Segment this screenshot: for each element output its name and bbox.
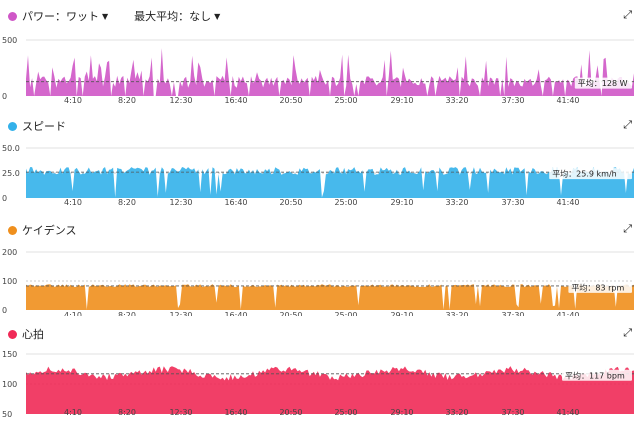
y-tick-label: 100	[2, 277, 17, 286]
y-tick-label: 500	[2, 36, 17, 45]
y-tick-label: 0	[2, 194, 7, 203]
cadence-color-dot	[8, 225, 17, 235]
speed-chart[interactable]: 平均：25.9 km/h 50.0 25.0 0 4:10 8:20 12:30 16:40 2…	[0, 136, 640, 210]
y-tick-label: 25.0	[2, 169, 20, 178]
average-label: 平均：83 rpm	[571, 282, 624, 292]
series-area	[26, 284, 634, 310]
y-tick-label: 200	[2, 248, 17, 257]
average-label: 平均：117 bpm	[565, 370, 625, 380]
chevron-down-icon: ▼	[214, 11, 221, 21]
x-tick-label: 20:50	[279, 408, 302, 417]
x-tick-label: 29:10	[390, 96, 413, 104]
x-tick-label: 33:20	[445, 96, 468, 104]
y-tick-label: 150	[2, 350, 17, 359]
x-tick-label: 20:50	[279, 96, 302, 104]
cadence-panel: ケイデンス ⤢ 平均：83 rpm 200 100 0 4:10 8:20 12:30 16:…	[0, 220, 640, 316]
x-tick-label: 29:10	[390, 311, 413, 316]
x-tick-label: 25:00	[334, 408, 357, 417]
x-tick-label: 4:10	[64, 311, 82, 316]
expand-icon[interactable]: ⤢	[623, 118, 632, 131]
x-tick-label: 37:30	[501, 408, 524, 417]
x-tick-label: 33:20	[445, 311, 468, 316]
heart-rate-color-dot	[8, 329, 17, 339]
power-panel: パワー：ワット ▼ 最大平均：なし ▼ ⤢ 平均：128 W 500 0 4:10 8:…	[0, 6, 640, 104]
x-tick-label: 25:00	[334, 198, 357, 207]
y-tick-label: 100	[2, 380, 17, 389]
cadence-title: ケイデンス	[22, 224, 77, 237]
speed-header: スピード	[8, 116, 66, 136]
x-tick-label: 41:40	[556, 408, 579, 417]
average-label-box	[574, 77, 632, 89]
power-chart[interactable]: 平均：128 W 500 0 4:10 8:20 12:30 16:40 20:50 25:00…	[0, 26, 640, 104]
x-tick-label: 41:40	[556, 198, 579, 207]
y-tick-label: 50	[2, 410, 12, 419]
series-area	[26, 48, 634, 96]
x-tick-label: 16:40	[224, 311, 247, 316]
x-tick-label: 8:20	[118, 311, 136, 316]
x-tick-label: 29:10	[390, 198, 413, 207]
x-tick-label: 33:20	[445, 408, 468, 417]
average-label: 平均：128 W	[578, 78, 628, 88]
x-tick-label: 25:00	[334, 311, 357, 316]
average-label-box	[549, 168, 632, 180]
x-tick-label: 12:30	[169, 96, 192, 104]
x-tick-label: 8:20	[118, 198, 136, 207]
expand-icon[interactable]: ⤢	[623, 326, 632, 339]
chevron-down-icon: ▼	[102, 11, 109, 21]
y-tick-label: 0	[2, 306, 7, 315]
series-area	[26, 366, 634, 414]
y-tick-label: 0	[2, 92, 7, 101]
x-tick-label: 25:00	[334, 96, 357, 104]
heart-rate-chart[interactable]: 平均：117 bpm 150 100 50 4:10 8:20 12:30 16:40 20:5…	[0, 344, 640, 420]
average-label-box	[562, 369, 632, 381]
x-tick-label: 33:20	[445, 198, 468, 207]
x-tick-label: 37:30	[501, 96, 524, 104]
heart-rate-panel: 心拍 ⤢ 平均：117 bpm 150 100 50 4:10 8:20 12:30 16:4…	[0, 324, 640, 420]
average-label-box	[568, 281, 632, 293]
x-tick-label: 4:10	[64, 198, 82, 207]
x-tick-label: 37:30	[501, 311, 524, 316]
x-tick-label: 16:40	[224, 96, 247, 104]
x-tick-label: 41:40	[556, 311, 579, 316]
speed-color-dot	[8, 121, 17, 131]
series-area	[26, 167, 634, 198]
x-tick-label: 8:20	[118, 408, 136, 417]
power-color-dot	[8, 11, 17, 21]
x-tick-label: 12:30	[169, 198, 192, 207]
speed-panel: スピード ⤢ 平均：25.9 km/h 50.0 25.0 0 4:10 8:20 12:3…	[0, 116, 640, 208]
x-tick-label: 41:40	[556, 96, 579, 104]
x-tick-label: 20:50	[279, 311, 302, 316]
y-tick-label: 50.0	[2, 144, 20, 153]
cadence-header: ケイデンス	[8, 220, 77, 240]
x-tick-label: 29:10	[390, 408, 413, 417]
x-tick-label: 4:10	[64, 96, 82, 104]
power-metric-dropdown[interactable]: パワー：ワット ▼	[22, 8, 108, 24]
expand-icon[interactable]: ⤢	[623, 222, 632, 235]
x-tick-label: 4:10	[64, 408, 82, 417]
x-tick-label: 12:30	[169, 408, 192, 417]
expand-icon[interactable]: ⤢	[623, 8, 632, 21]
x-tick-label: 8:20	[118, 96, 136, 104]
average-label: 平均：25.9 km/h	[552, 169, 617, 179]
heart-rate-header: 心拍	[8, 324, 44, 344]
power-header: パワー：ワット ▼ 最大平均：なし ▼	[8, 6, 220, 26]
power-title: パワー：ワット	[22, 10, 99, 23]
x-tick-label: 16:40	[224, 198, 247, 207]
x-tick-label: 12:30	[169, 311, 192, 316]
speed-title: スピード	[22, 120, 66, 133]
max-average-dropdown[interactable]: 最大平均：なし ▼	[134, 8, 220, 24]
x-tick-label: 16:40	[224, 408, 247, 417]
x-tick-label: 37:30	[501, 198, 524, 207]
x-tick-label: 20:50	[279, 198, 302, 207]
cadence-chart[interactable]: 平均：83 rpm 200 100 0 4:10 8:20 12:30 16:40 20:50 2…	[0, 240, 640, 316]
max-average-label: 最大平均：なし	[134, 10, 212, 23]
heart-rate-title: 心拍	[22, 328, 44, 341]
